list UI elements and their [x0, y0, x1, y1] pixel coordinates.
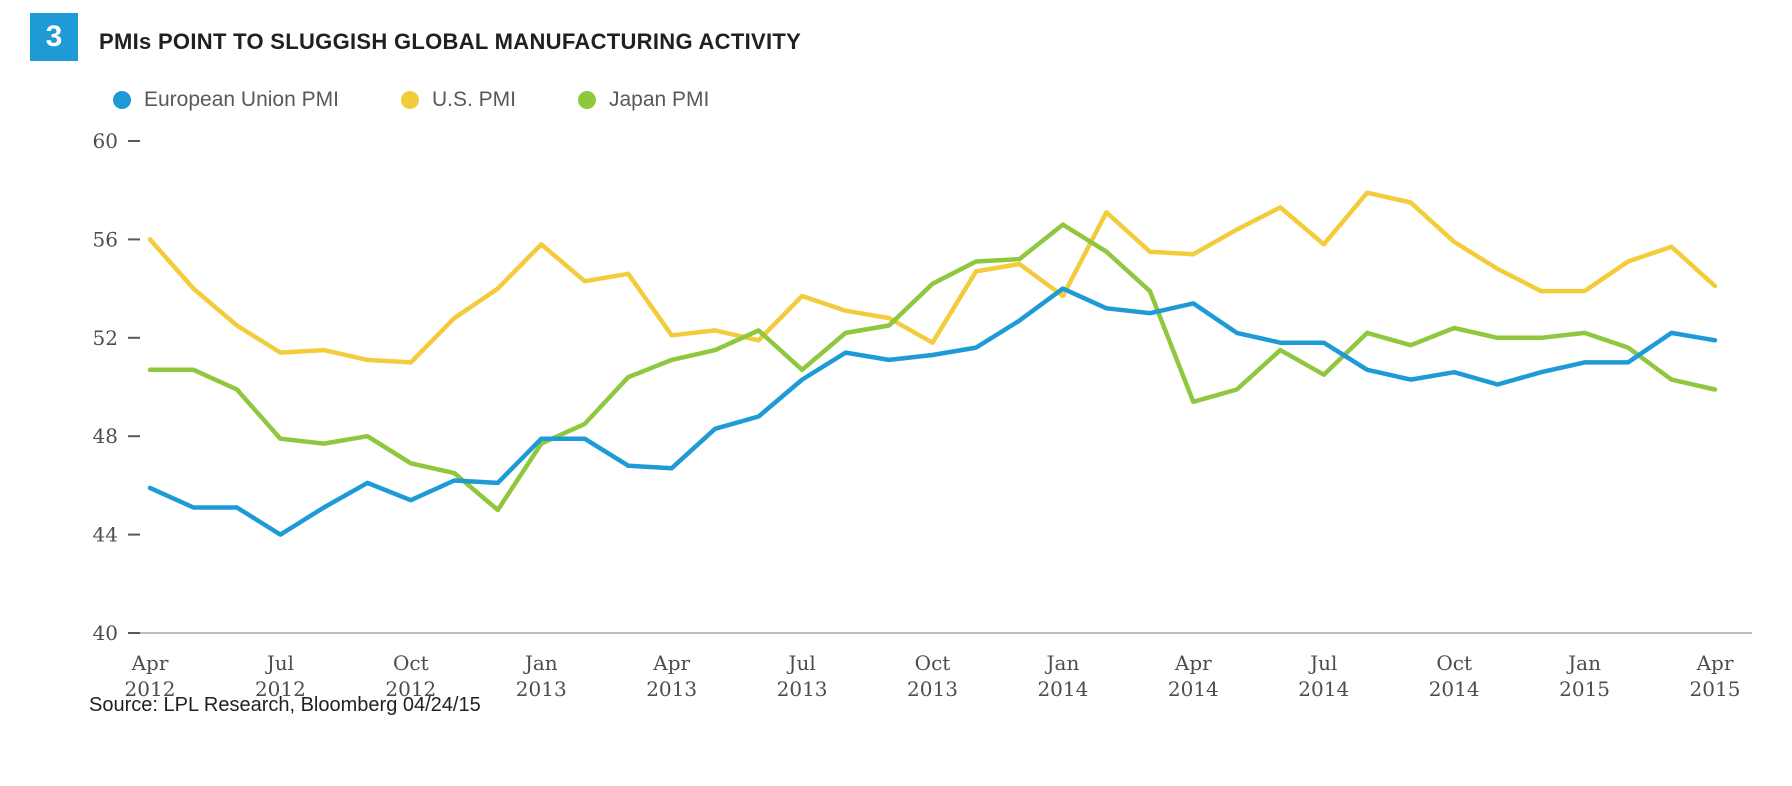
chart-title: PMIs POINT TO SLUGGISH GLOBAL MANUFACTUR… [99, 29, 802, 54]
x-tick-year-apr-2012: 2012 [125, 677, 176, 701]
legend-label-european-union-pmi: European Union PMI [144, 88, 339, 111]
legend-dot-u-s-pmi [400, 91, 419, 109]
x-tick-year-apr-2015: 2015 [1690, 677, 1741, 701]
x-tick-month-jul-2013: Jul [786, 651, 815, 675]
x-tick-year-jul-2014: 2014 [1298, 677, 1349, 701]
chart-legend: European Union PMI U.S. PMI Japan PMI [113, 88, 709, 112]
legend-item-u-s-pmi: U.S. PMI [400, 88, 516, 112]
x-tick-year-apr-2013: 2013 [646, 677, 697, 701]
x-tick-year-jan-2015: 2015 [1559, 677, 1610, 701]
x-tick-month-apr-2013: Apr [652, 651, 690, 675]
x-tick-year-jan-2014: 2014 [1037, 677, 1088, 701]
series-line-u-s-pmi [147, 190, 1718, 365]
x-tick-year-jul-2013: 2013 [777, 677, 828, 701]
y-tick-label-60: 60 [93, 129, 118, 153]
x-tick-month-jul-2012: Jul [265, 651, 294, 675]
x-tick-month-apr-2015: Apr [1696, 651, 1734, 675]
legend-dot-european-union-pmi [113, 91, 131, 109]
x-tick-year-oct-2012: 2012 [385, 677, 436, 701]
x-tick-year-apr-2014: 2014 [1168, 677, 1219, 701]
legend-dot-japan-pmi [577, 91, 596, 109]
legend-label-u-s-pmi: U.S. PMI [431, 88, 516, 111]
y-tick-label-56: 56 [93, 227, 118, 251]
x-tick-month-jan-2014: Jan [1045, 651, 1080, 675]
x-tick-month-jan-2015: Jan [1566, 651, 1601, 675]
legend-item-european-union-pmi: European Union PMI [113, 88, 339, 112]
x-tick-year-jul-2012: 2012 [255, 677, 306, 701]
source-note: Source: LPL Research, Bloomberg 04/24/15 [89, 694, 481, 716]
x-tick-month-jul-2014: Jul [1308, 651, 1337, 675]
x-tick-month-jan-2013: Jan [523, 651, 558, 675]
series-line-european-union-pmi [147, 286, 1718, 537]
x-tick-month-apr-2014: Apr [1174, 651, 1212, 675]
x-tick-month-oct-2013: Oct [915, 651, 951, 675]
x-tick-year-oct-2014: 2014 [1429, 677, 1480, 701]
y-tick-label-44: 44 [93, 523, 118, 547]
x-tick-year-jan-2013: 2013 [516, 677, 567, 701]
x-tick-month-oct-2012: Oct [393, 651, 429, 675]
y-tick-label-48: 48 [93, 424, 118, 448]
y-tick-label-40: 40 [93, 621, 118, 645]
figure-number-badge: 3 [30, 13, 78, 61]
x-tick-month-oct-2014: Oct [1436, 651, 1472, 675]
legend-label-japan-pmi: Japan PMI [608, 88, 710, 111]
y-tick-label-52: 52 [93, 326, 118, 350]
x-tick-month-apr-2012: Apr [131, 651, 169, 675]
series-line-japan-pmi [147, 222, 1718, 513]
legend-item-japan-pmi: Japan PMI [577, 88, 710, 112]
x-tick-year-oct-2013: 2013 [907, 677, 958, 701]
